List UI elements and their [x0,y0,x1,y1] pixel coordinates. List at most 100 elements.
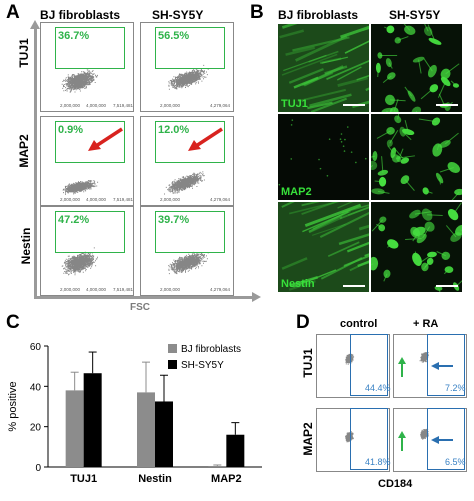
panel-a-row-label-map2: MAP2 [17,134,31,168]
tick-label-a: 2,000,000 [60,287,81,292]
gate-tuj1-shsy5y [155,27,225,69]
pct-tuj1-bj: 36.7% [58,30,90,42]
scale-bar [343,285,365,287]
micrograph-tuj1-shsy5y [371,24,462,112]
tick-label-a: 4,000,000 [86,287,107,292]
pct-tuj1-shsy5y: 56.5% [158,30,190,42]
legend-label: SH-SY5Y [181,360,224,371]
panel-a-x-axis-label: FSC [130,302,150,313]
blue-arrow-icon [431,362,453,370]
micrograph-texture [371,24,462,112]
flow-scatter-texture [168,64,209,90]
tick-label-a: 2,000,000 [60,197,81,202]
panel-a-col-head-2: SH-SY5Y [152,8,204,22]
tick-label-a: 4,279,064 [210,287,231,292]
panel-a-x-axis-arrow [34,296,254,299]
scale-bar [436,104,458,106]
green-arrow-icon [398,431,406,451]
scale-bar [436,285,458,287]
pct-map2-shsy5y: 12.0% [158,124,190,136]
flow-plot-tuj1-ra [393,334,467,398]
tick-label-a: 2,000,000 [60,103,81,108]
pct-nestin-bj: 47.2% [58,214,90,226]
bar [83,373,102,467]
gate-tuj1-control [350,334,388,396]
flow-scatter-texture [61,69,98,93]
micrograph-tuj1-bj [278,24,369,112]
pct-nestin-shsy5y: 39.7% [158,214,190,226]
gate-tuj1-bj [55,27,125,69]
scale-bar [343,104,365,106]
panel-a-col-head-1: BJ fibroblasts [40,8,121,22]
panel-b-col-head-2: SH-SY5Y [389,8,441,22]
bar [137,392,155,467]
micrograph-label-map2: MAP2 [281,186,312,198]
pct-map2-ra: 6.5% [445,457,466,467]
panel-d-col-head-1: control [340,318,378,330]
micrograph-map2-bj [278,114,369,200]
micrograph-texture [371,114,462,200]
bar [155,401,173,467]
bar [208,465,227,467]
bar-chart: 0 20 40 60 % positive TUJ1 Nestin MAP2 BJ fibro… [7,342,262,485]
tick-label-a: 7,519,481 [113,287,134,292]
y-tick-label: 60 [30,342,42,353]
tick-label-a: 2,000,000 [160,197,181,202]
pct-tuj1-ra: 7.2% [445,383,466,393]
micrograph-texture [371,202,462,292]
micrograph-nestin-bj [278,202,369,292]
panel-a-row-label-tuj1: TUJ1 [17,38,31,68]
pct-tuj1-control: 44.4% [365,383,391,393]
legend-swatch [168,360,177,369]
micrograph-map2-shsy5y [371,114,462,200]
x-tick-label: MAP2 [211,473,242,485]
tick-label-a: 7,519,481 [113,103,134,108]
gate-map2-bj [55,121,125,163]
panel-letter-c: C [6,312,20,333]
y-tick-label: 20 [30,423,42,434]
flow-scatter-texture [419,352,429,363]
panel-d-row-label-map2: MAP2 [301,422,315,456]
y-axis-label: % positive [7,381,19,431]
bar [65,390,84,467]
tick-label-a: 4,000,000 [86,103,107,108]
panel-a-y-arrowhead [30,20,40,29]
panel-b-col-head-1: BJ fibroblasts [278,8,359,22]
panel-d-col-head-2: + RA [413,318,439,330]
panel-a-row-label-nestin: Nestin [19,227,33,265]
y-tick-label: 0 [35,463,41,474]
gate-tuj1-ra [427,334,465,396]
panel-a-y-axis-arrow [34,28,37,298]
gate-map2-shsy5y [155,121,225,163]
legend-swatch [168,344,177,353]
legend-label: BJ fibroblasts [181,344,241,355]
panel-letter-d: D [296,312,310,333]
panel-letter-b: B [250,2,264,23]
pct-map2-control: 41.8% [365,457,391,467]
green-arrow-icon [398,357,406,377]
panel-d-x-axis-label: CD184 [378,478,413,490]
micrograph-texture [278,24,369,112]
x-tick-label: TUJ1 [70,473,97,485]
gate-map2-ra [427,408,465,470]
panel-d-row-label-tuj1: TUJ1 [301,348,315,378]
gate-nestin-bj [55,211,125,253]
tick-label-a: 4,279,064 [210,197,231,202]
blue-arrow-icon [431,436,453,444]
micrograph-label-tuj1: TUJ1 [281,98,308,110]
red-arrow-icon [88,127,123,151]
micrograph-nestin-shsy5y [371,202,462,292]
tick-label-a: 4,000,000 [86,197,107,202]
x-tick-label: Nestin [138,473,172,485]
pct-map2-bj: 0.9% [58,124,84,136]
flow-scatter-texture [62,180,99,195]
tick-label-a: 2,000,000 [160,103,181,108]
micrograph-texture [278,114,369,200]
flow-scatter-texture [164,171,205,195]
micrograph-label-nestin: Nestin [281,278,315,290]
gate-nestin-shsy5y [155,211,225,253]
tick-label-a: 2,000,000 [160,287,181,292]
bar [226,434,245,467]
tick-label-a: 7,519,481 [113,197,134,202]
flow-scatter-texture [168,251,209,275]
